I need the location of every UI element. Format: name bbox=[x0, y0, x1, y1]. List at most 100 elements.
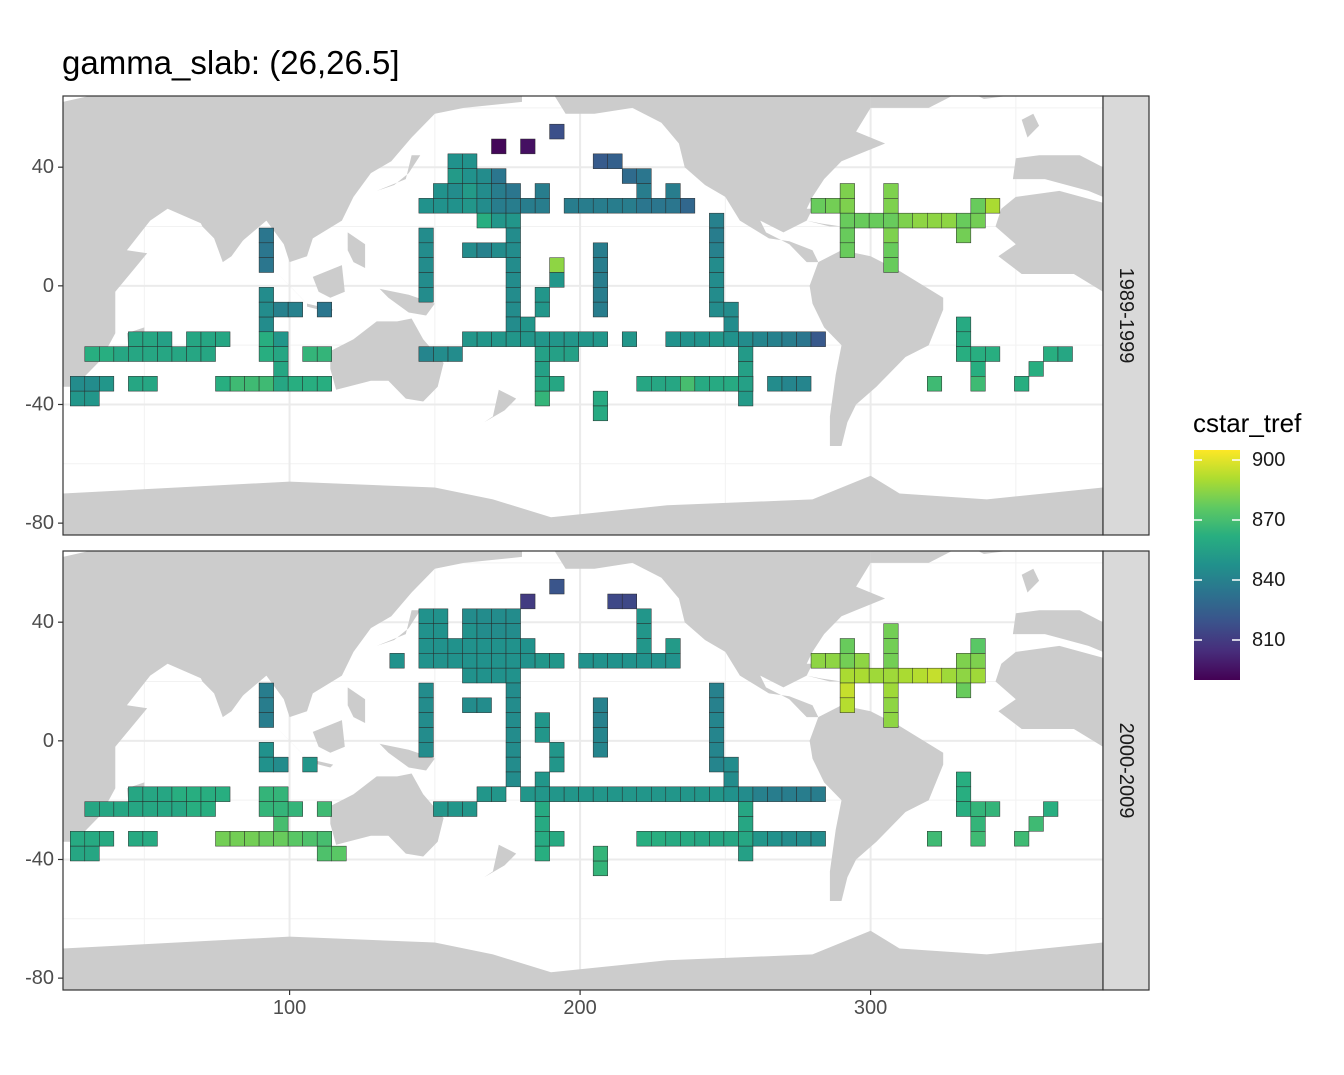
heatmap-cell bbox=[970, 831, 986, 847]
heatmap-cell bbox=[258, 712, 274, 728]
heatmap-cell bbox=[621, 198, 637, 214]
land-polygon bbox=[376, 610, 421, 646]
heatmap-cell bbox=[84, 831, 100, 847]
heatmap-cell bbox=[709, 301, 725, 318]
heatmap-cell bbox=[738, 845, 754, 862]
land-polygon bbox=[986, 155, 1103, 197]
heatmap-cell bbox=[534, 390, 550, 407]
heatmap-cell bbox=[534, 376, 550, 392]
heatmap-cell bbox=[868, 667, 884, 684]
heatmap-cell bbox=[70, 831, 86, 847]
heatmap-cell bbox=[142, 786, 158, 802]
heatmap-cell bbox=[883, 653, 899, 669]
heatmap-cell bbox=[607, 153, 623, 169]
heatmap-cell bbox=[897, 212, 913, 229]
heatmap-cell bbox=[912, 667, 928, 684]
heatmap-cell bbox=[462, 801, 478, 817]
heatmap-cell bbox=[723, 376, 739, 392]
heatmap-cell bbox=[839, 242, 855, 258]
land-polygon bbox=[275, 271, 307, 304]
heatmap-cell bbox=[665, 653, 681, 669]
heatmap-cell bbox=[636, 623, 652, 639]
land-polygon bbox=[63, 96, 522, 387]
heatmap-cell bbox=[651, 653, 667, 669]
heatmap-cell bbox=[534, 331, 550, 347]
heatmap-cell bbox=[157, 786, 173, 802]
heatmap-cell bbox=[447, 346, 463, 362]
heatmap-cell bbox=[883, 183, 899, 199]
heatmap-cell bbox=[956, 316, 972, 333]
heatmap-cell bbox=[665, 831, 681, 847]
heatmap-cell bbox=[505, 771, 521, 788]
heatmap-cell bbox=[186, 801, 202, 817]
heatmap-cell bbox=[592, 697, 608, 713]
land-polygon bbox=[870, 96, 952, 108]
land-polygon bbox=[376, 155, 421, 191]
heatmap-cell bbox=[462, 198, 478, 214]
heatmap-cell bbox=[84, 845, 100, 862]
heatmap-cell bbox=[839, 638, 855, 654]
land-polygon bbox=[379, 288, 435, 316]
heatmap-cell bbox=[709, 756, 725, 773]
y-tick-label: 40 bbox=[32, 611, 54, 633]
heatmap-cell bbox=[171, 801, 187, 817]
y-tick-label: -40 bbox=[25, 393, 54, 415]
heatmap-cell bbox=[883, 697, 899, 713]
land-polygon bbox=[63, 610, 174, 658]
heatmap-cell bbox=[534, 653, 550, 669]
heatmap-cell bbox=[171, 346, 187, 362]
heatmap-cell bbox=[781, 376, 797, 392]
heatmap-cell bbox=[142, 376, 158, 392]
land-polygon bbox=[809, 250, 944, 446]
heatmap-cell bbox=[825, 198, 841, 214]
facet-panel-1989-1999: -80 -40 0 40 1989-1999 bbox=[25, 95, 1150, 536]
heatmap-cell bbox=[534, 287, 550, 303]
heatmap-cell bbox=[1014, 376, 1030, 392]
heatmap-cell bbox=[956, 801, 972, 817]
heatmap-cell bbox=[868, 212, 884, 229]
heatmap-cell bbox=[680, 786, 696, 802]
heatmap-cell bbox=[316, 376, 332, 392]
heatmap-cell bbox=[956, 212, 972, 229]
heatmap-cell bbox=[607, 198, 623, 214]
heatmap-cell bbox=[505, 608, 521, 624]
heatmap-cell bbox=[549, 123, 565, 140]
heatmap-cell bbox=[70, 845, 86, 862]
heatmap-cell bbox=[505, 198, 521, 214]
heatmap-cell bbox=[839, 682, 855, 699]
heatmap-cell bbox=[592, 712, 608, 728]
heatmap-cell bbox=[723, 831, 739, 847]
heatmap-cell bbox=[258, 742, 274, 758]
heatmap-cell bbox=[592, 242, 608, 258]
heatmap-cell bbox=[723, 786, 739, 802]
heatmap-cell bbox=[1014, 831, 1030, 847]
heatmap-cell bbox=[1028, 361, 1044, 377]
heatmap-cell bbox=[534, 801, 550, 817]
heatmap-cell bbox=[636, 198, 652, 214]
heatmap-cell bbox=[897, 667, 913, 684]
facet-panel-2000-2009: -80 -40 0 40 100 200 300 2000-2009 bbox=[25, 550, 1150, 1019]
heatmap-cell bbox=[491, 242, 507, 258]
heatmap-cell bbox=[99, 801, 115, 817]
heatmap-cell bbox=[99, 376, 115, 392]
heatmap-cell bbox=[709, 727, 725, 743]
heatmap-cell bbox=[680, 376, 696, 392]
heatmap-cell bbox=[491, 212, 507, 229]
heatmap-cell bbox=[316, 346, 332, 362]
heatmap-cell bbox=[665, 183, 681, 199]
heatmap-cell bbox=[781, 331, 797, 347]
heatmap-cell bbox=[621, 331, 637, 347]
heatmap-cell bbox=[723, 316, 739, 333]
heatmap-cell bbox=[592, 742, 608, 758]
heatmap-cell bbox=[563, 331, 579, 347]
heatmap-cell bbox=[476, 168, 492, 184]
y-tick-label: -40 bbox=[25, 848, 54, 870]
land-polygon bbox=[63, 475, 1103, 535]
heatmap-cell bbox=[229, 376, 245, 392]
heatmap-cell bbox=[709, 331, 725, 347]
heatmap-cell bbox=[273, 376, 289, 392]
heatmap-cell bbox=[927, 667, 943, 684]
heatmap-cell bbox=[258, 287, 274, 303]
heatmap-cell bbox=[505, 697, 521, 713]
heatmap-cell bbox=[505, 667, 521, 684]
